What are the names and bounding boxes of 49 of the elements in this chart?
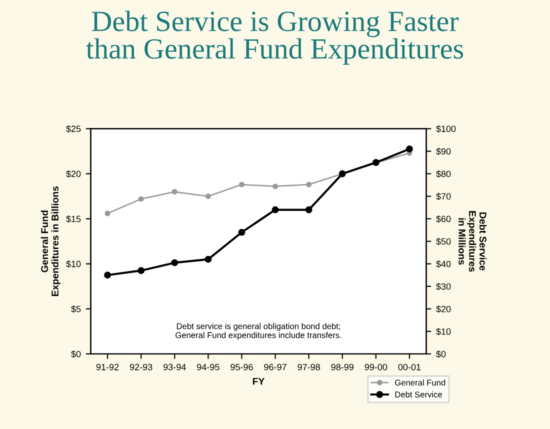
y2-tick-label: $10 <box>436 328 451 336</box>
chart-title: Debt Service is Growing Faster than General Fund Expenditures <box>86 10 464 65</box>
y-tick-label: $0 <box>71 350 81 358</box>
annotation: Debt service is general obligation bond debt; General Fund expenditures include transfers. <box>176 323 342 340</box>
x-tick-label: 97-98 <box>298 364 320 370</box>
point <box>306 182 312 188</box>
x-tick-label: 96-97 <box>264 364 286 370</box>
y2-tick-label: $0 <box>436 350 446 358</box>
y2-tick-label: $30 <box>436 282 451 290</box>
point <box>104 272 111 279</box>
point <box>204 256 212 263</box>
point <box>406 146 413 152</box>
point <box>138 267 145 274</box>
legend-label: Debt Service <box>395 391 442 398</box>
y-axis-title: General Fund Expenditures in Billions <box>40 186 60 296</box>
y2-tick-label: $20 <box>436 305 451 313</box>
x-tick-label: 91-92 <box>96 364 119 370</box>
x-tick-label: 98-99 <box>331 364 354 370</box>
point <box>104 210 110 216</box>
y2-tick-label: $60 <box>436 215 451 223</box>
y-tick-label: $5 <box>71 305 81 313</box>
x-tick-label: 00-01 <box>398 364 421 370</box>
point <box>272 184 278 190</box>
point <box>238 228 246 236</box>
y2-tick-label: $40 <box>436 260 451 268</box>
legend-label: General Fund <box>395 379 446 386</box>
x-tick-label: 94-95 <box>197 364 220 370</box>
point <box>272 206 279 214</box>
y-tick-label: $10 <box>66 260 81 268</box>
y2-tick-label: $70 <box>436 192 451 200</box>
x-tick-label: 95-96 <box>230 364 253 370</box>
y2-tick-label: $80 <box>436 170 451 178</box>
x-tick-label: 92-93 <box>130 364 152 370</box>
y2-tick-label: $50 <box>436 238 451 246</box>
point <box>171 259 178 266</box>
x-axis-title: FY <box>252 378 265 385</box>
y2-tick-label: $100 <box>436 125 456 133</box>
point <box>305 206 312 214</box>
x-tick-label: 99-00 <box>364 364 388 370</box>
y-tick-label: $15 <box>66 215 81 223</box>
y2-axis-title: Debt Service Expenditures in Millions <box>458 211 487 272</box>
y2-tick-label: $90 <box>436 148 451 156</box>
x-tick-label: 93-94 <box>164 364 186 370</box>
y-tick-label: $25 <box>66 125 81 133</box>
y-tick-label: $20 <box>66 170 81 178</box>
point <box>172 188 178 195</box>
point <box>205 193 211 200</box>
point <box>138 196 144 202</box>
point <box>238 182 245 188</box>
